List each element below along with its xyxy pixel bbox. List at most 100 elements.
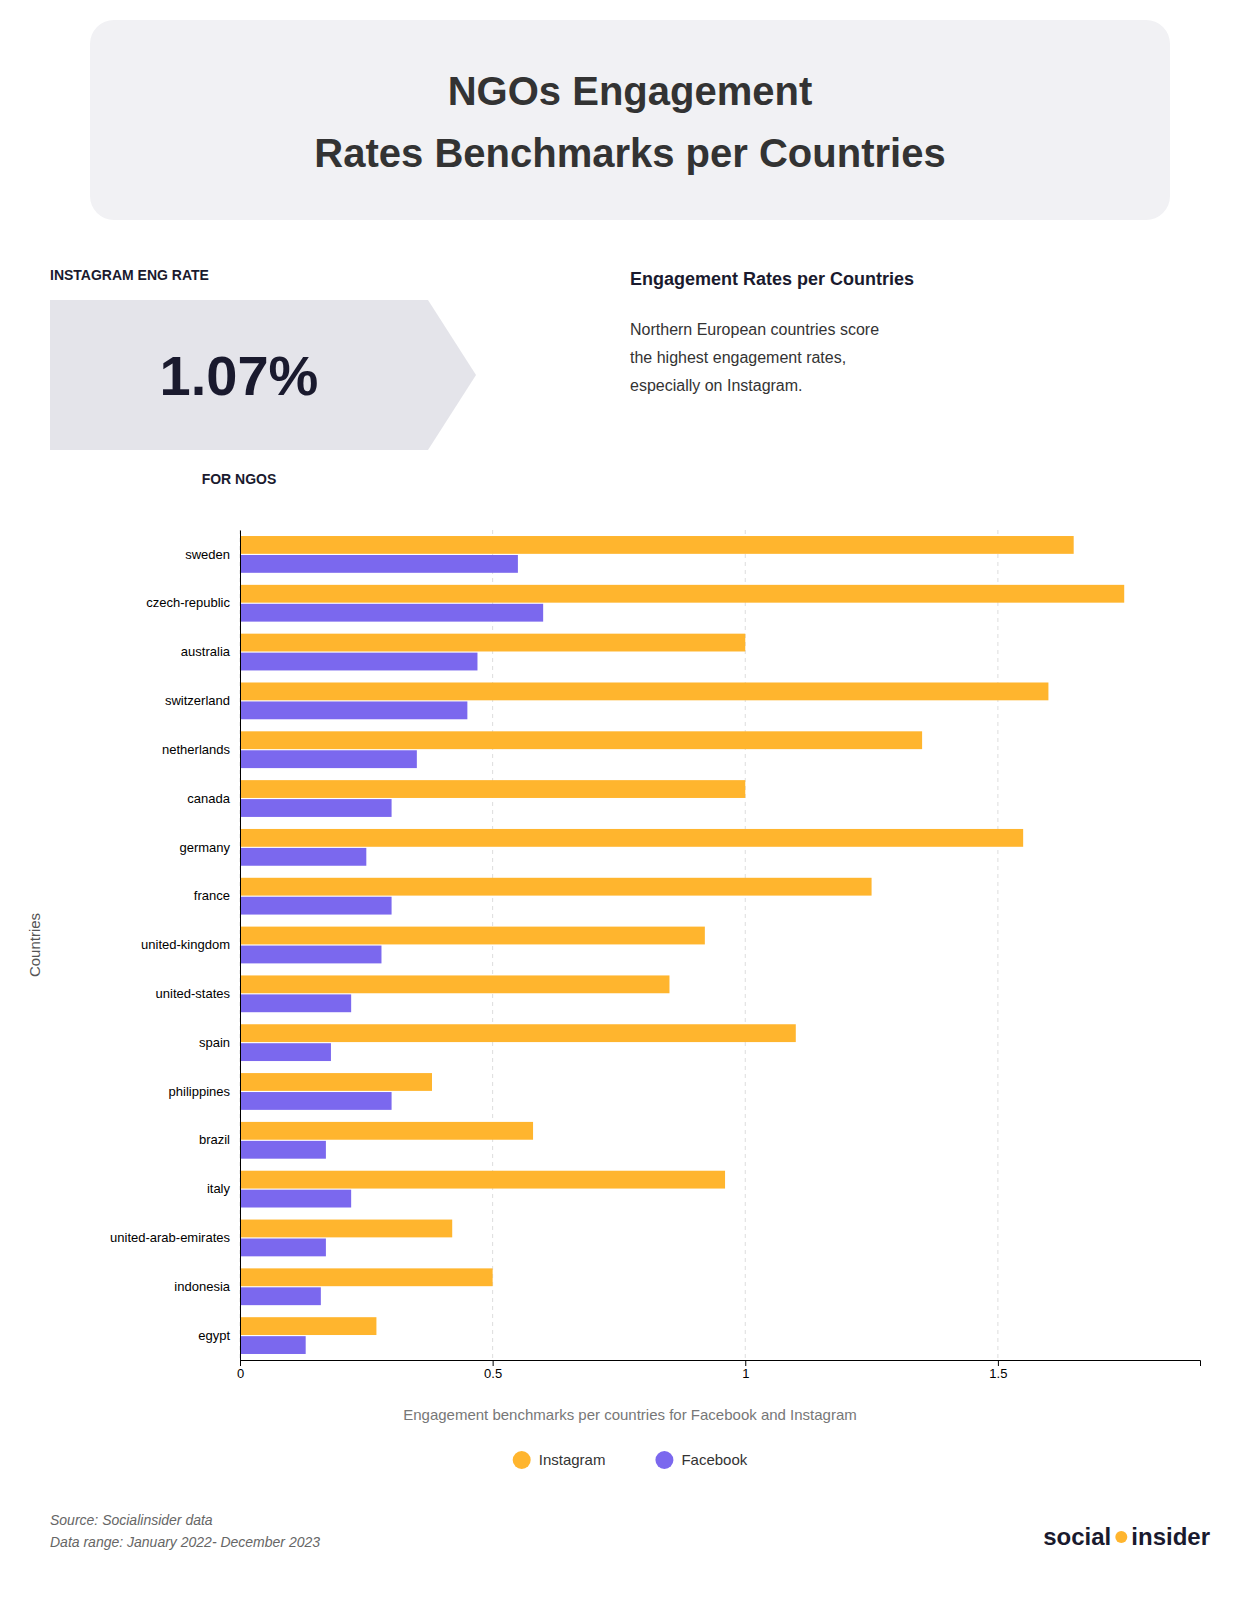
x-tick-label: 0.5 (484, 1366, 502, 1381)
y-tick-label: brazil (199, 1132, 230, 1147)
y-tick-label: united-states (156, 986, 231, 1001)
info-block: INSTAGRAM ENG RATE 1.07% FOR NGOS Engagemen… (50, 267, 914, 487)
y-tick-label: switzerland (165, 693, 230, 708)
rate-badge (50, 300, 476, 450)
x-axis-line (241, 1361, 1201, 1367)
logo-dot (1115, 1531, 1127, 1543)
x-axis: 0 0.5 1 1.5 (237, 1360, 1201, 1381)
bar (240, 750, 417, 768)
bar (240, 536, 1074, 554)
y-tick-label: canada (187, 791, 230, 806)
y-tick: netherlands (162, 742, 230, 757)
y-tick: switzerland (165, 693, 230, 708)
y-tick-label: france (194, 888, 230, 903)
info-text: Northern European countries scorethe hig… (630, 321, 879, 394)
y-tick: philippines (169, 1084, 231, 1099)
bar (240, 927, 705, 945)
info-heading: Engagement Rates per Countries (630, 269, 914, 289)
bar (240, 829, 1023, 847)
page: NGOs EngagementRates Benchmarks per Coun… (0, 0, 1260, 1600)
y-tick-label: spain (199, 1035, 230, 1050)
y-tick: canada (187, 791, 230, 806)
bar (240, 878, 872, 896)
logo: social insider (1043, 1523, 1210, 1550)
source: Source: Socialinsider dataData range: Ja… (50, 1512, 320, 1550)
bar (240, 1122, 533, 1140)
x-tick: 1 (742, 1360, 749, 1381)
logo-text: social (1043, 1523, 1111, 1550)
x-tick: 0 (237, 1360, 244, 1381)
grid-line (492, 530, 493, 1360)
legend: Instagram Facebook (513, 1451, 748, 1469)
x-tick: 1.5 (989, 1360, 1007, 1381)
bar (240, 634, 745, 652)
bar (240, 1092, 392, 1110)
bar (240, 1171, 725, 1189)
rate-label: INSTAGRAM ENG RATE (50, 267, 209, 283)
y-axis-line (240, 531, 241, 1361)
legend-label: Facebook (681, 1451, 747, 1468)
x-tick-mark (240, 1360, 241, 1366)
y-tick-label: sweden (185, 547, 230, 562)
legend-label: Instagram (539, 1451, 606, 1468)
y-tick: egypt (198, 1328, 230, 1343)
bar (240, 585, 1124, 603)
x-tick-label: 1.5 (989, 1366, 1007, 1381)
y-tick-label: united-kingdom (141, 937, 230, 952)
legend-swatch (513, 1451, 531, 1469)
bar (240, 1190, 351, 1208)
y-tick-label: australia (181, 644, 231, 659)
series (240, 536, 1124, 1335)
bar (240, 1220, 452, 1238)
bar (240, 1239, 326, 1257)
x-tick-label: 1 (742, 1366, 749, 1381)
rate-value: 1.07% (160, 344, 319, 407)
bars (240, 536, 1124, 1354)
legend-item: Instagram (513, 1451, 606, 1469)
bar (240, 994, 351, 1012)
logo-text: insider (1131, 1523, 1210, 1550)
grid-line (997, 530, 998, 1360)
bar (240, 682, 1048, 700)
grid-line (240, 530, 241, 1360)
y-axis: swedenczech-republicaustraliaswitzerland… (110, 531, 240, 1361)
y-tick-label: germany (179, 840, 230, 855)
legend-swatch (655, 1451, 673, 1469)
x-tick: 0.5 (484, 1360, 502, 1381)
y-tick: italy (207, 1181, 231, 1196)
bar (240, 1141, 326, 1159)
chart: 00.511.5swedenczech-republicaustraliaswi… (26, 530, 1201, 1381)
bar (240, 555, 518, 573)
y-tick-label: indonesia (174, 1279, 230, 1294)
bar (240, 799, 392, 817)
y-tick: united-states (156, 986, 231, 1001)
rate-caption: FOR NGOS (202, 471, 277, 487)
bar (240, 946, 381, 964)
x-tick-label: 0 (237, 1366, 244, 1381)
bar (240, 780, 745, 798)
y-tick: brazil (199, 1132, 230, 1147)
y-tick: australia (181, 644, 231, 659)
grid-line (745, 530, 746, 1360)
bar (240, 1043, 331, 1061)
title: NGOs EngagementRates Benchmarks per Coun… (314, 69, 945, 175)
bar (240, 653, 477, 671)
y-tick: united-arab-emirates (110, 1230, 230, 1245)
bar (240, 1073, 432, 1091)
series (240, 555, 543, 1354)
y-tick-label: egypt (198, 1328, 230, 1343)
y-tick: indonesia (174, 1279, 230, 1294)
y-tick: united-kingdom (141, 937, 230, 952)
y-tick: sweden (185, 547, 230, 562)
y-tick-label: italy (207, 1181, 231, 1196)
bar (240, 1336, 306, 1354)
y-axis-title: Countries (26, 913, 43, 977)
y-tick: germany (179, 840, 230, 855)
y-tick-label: netherlands (162, 742, 230, 757)
x-tick-mark (745, 1360, 746, 1366)
bar (240, 1287, 321, 1305)
title-block: NGOs EngagementRates Benchmarks per Coun… (90, 20, 1170, 220)
legend-item: Facebook (655, 1451, 747, 1469)
y-tick-label: united-arab-emirates (110, 1230, 230, 1245)
grid (240, 530, 998, 1360)
